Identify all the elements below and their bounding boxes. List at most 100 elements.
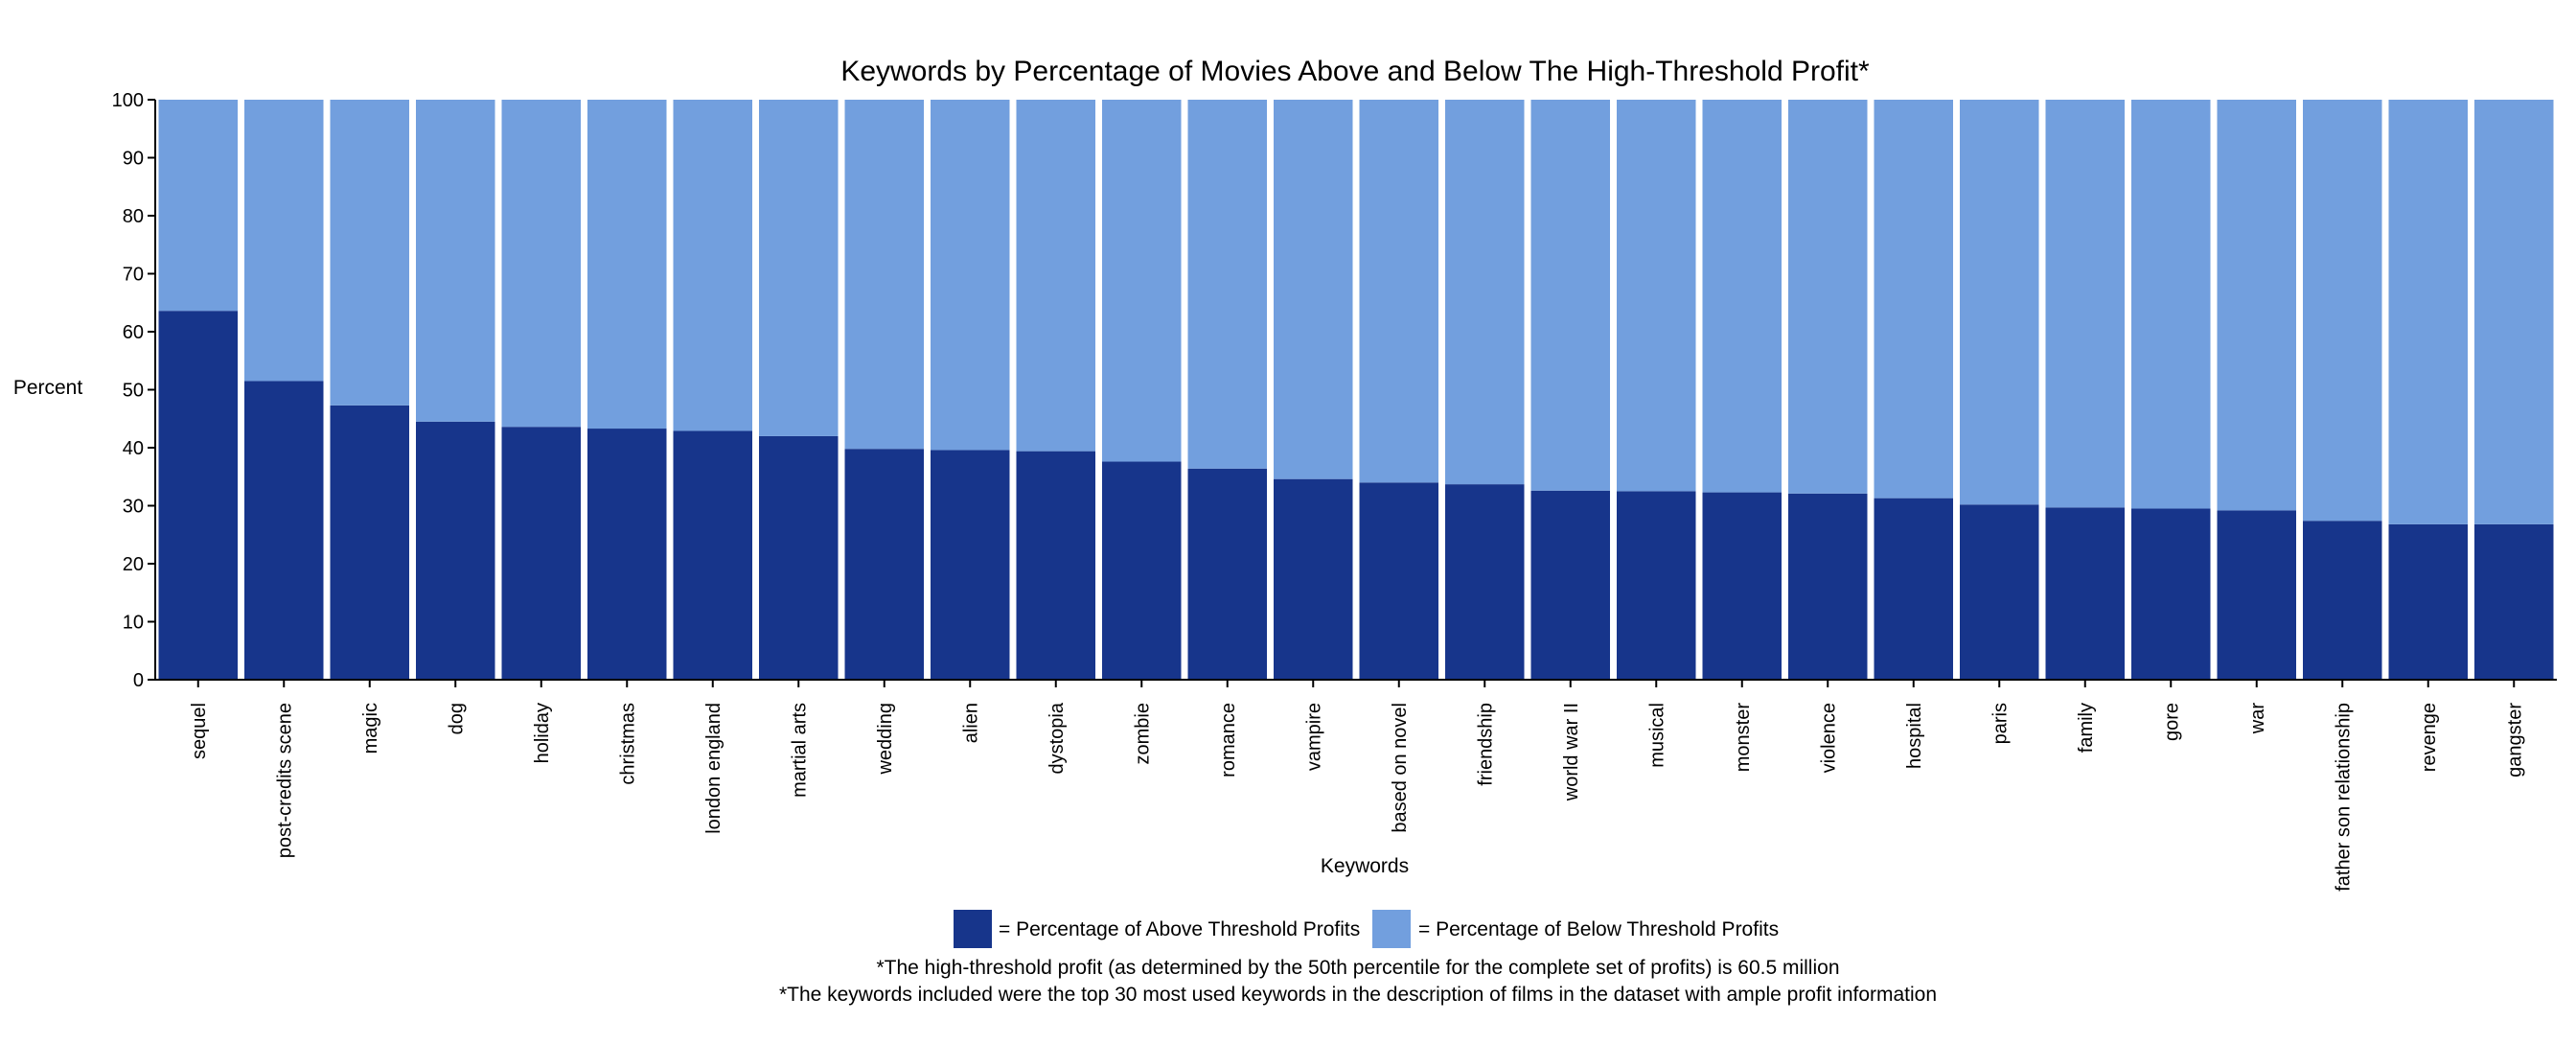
bar-above-19 — [1788, 493, 1868, 680]
y-tick-label-9: 90 — [123, 149, 144, 170]
x-tick-label-2: magic — [360, 703, 381, 754]
bar-below-1 — [244, 100, 324, 382]
bar-below-9 — [931, 100, 1010, 451]
bar-below-3 — [416, 100, 495, 422]
x-tick-label-3: dog — [446, 703, 467, 734]
bar-below-22 — [2045, 100, 2125, 508]
x-tick-label-7: martial arts — [789, 703, 810, 798]
x-tick-label-13: vampire — [1303, 703, 1324, 771]
x-tick-label-16: world war II — [1561, 703, 1582, 801]
x-tick-label-5: christmas — [617, 703, 638, 785]
y-tick-label-4: 40 — [123, 438, 144, 459]
x-axis: sequel post-credits scene magic dog holiday c… — [155, 679, 2557, 892]
bar-below-11 — [1102, 100, 1182, 462]
x-tick-label-26: revenge — [2419, 703, 2440, 772]
x-tick-label-10: dystopia — [1046, 702, 1068, 774]
bar-above-23 — [2131, 508, 2211, 680]
x-tick-label-1: post-credits scene — [274, 703, 295, 858]
bar-below-23 — [2131, 100, 2211, 509]
bar-above-18 — [1702, 492, 1782, 680]
bar-above-3 — [416, 421, 495, 680]
x-tick-label-0: sequel — [189, 703, 210, 759]
x-tick-label-4: holiday — [532, 703, 553, 763]
y-tick-label-0: 0 — [133, 670, 144, 691]
bar-below-10 — [1016, 100, 1095, 452]
x-tick-label-8: wedding — [875, 703, 896, 776]
x-tick-label-25: father son relationship — [2333, 703, 2354, 892]
y-tick-label-3: 30 — [123, 497, 144, 518]
bar-below-24 — [2217, 100, 2296, 511]
legend: = Percentage of Above Threshold Profits … — [954, 910, 1779, 948]
bar-above-26 — [2388, 523, 2468, 680]
bar-below-12 — [1187, 100, 1267, 469]
x-tick-label-15: friendship — [1475, 703, 1496, 786]
x-tick-label-22: family — [2076, 703, 2097, 753]
bar-above-24 — [2217, 510, 2296, 680]
bar-below-16 — [1530, 100, 1610, 491]
x-tick-label-14: based on novel — [1390, 703, 1411, 833]
bar-below-7 — [759, 100, 839, 436]
bar-below-20 — [1874, 100, 1953, 499]
x-tick-label-23: gore — [2161, 703, 2182, 741]
x-tick-label-18: monster — [1733, 703, 1754, 773]
footnote-threshold: *The high-threshold profit (as determine… — [876, 957, 1839, 979]
bar-below-5 — [587, 100, 667, 429]
bar-above-11 — [1102, 461, 1182, 680]
x-tick-label-19: violence — [1818, 703, 1839, 773]
x-tick-label-17: musical — [1646, 703, 1668, 768]
y-tick-label-1: 10 — [123, 613, 144, 634]
x-tick-label-12: romance — [1218, 703, 1239, 777]
bar-below-21 — [1960, 100, 2039, 505]
y-tick-label-6: 60 — [123, 322, 144, 343]
bar-above-10 — [1016, 451, 1095, 680]
x-tick-label-9: alien — [960, 703, 981, 743]
y-axis-title: Percent — [13, 377, 83, 399]
x-tick-label-20: hospital — [1904, 703, 1925, 769]
bar-above-2 — [330, 405, 409, 680]
bar-below-4 — [501, 100, 581, 428]
x-tick-label-21: paris — [1990, 703, 2011, 744]
bar-above-16 — [1530, 490, 1610, 680]
bar-below-8 — [844, 100, 924, 450]
bar-above-5 — [587, 429, 667, 680]
legend-swatch-below — [1372, 910, 1411, 948]
x-axis-title: Keywords — [1321, 855, 1409, 877]
bar-above-9 — [931, 450, 1010, 680]
bar-below-15 — [1445, 100, 1525, 485]
legend-label-above: = Percentage of Above Threshold Profits — [999, 918, 1360, 940]
y-tick-label-7: 70 — [123, 265, 144, 286]
bar-above-7 — [759, 435, 839, 680]
y-tick-label-5: 50 — [123, 381, 144, 402]
x-tick-label-6: london england — [703, 703, 724, 834]
footnote-keywords: *The keywords included were the top 30 m… — [779, 984, 1937, 1006]
bar-above-20 — [1874, 498, 1953, 680]
bar-below-14 — [1359, 100, 1438, 483]
y-tick-label-8: 80 — [123, 206, 144, 227]
bar-below-0 — [158, 100, 238, 312]
bar-above-1 — [244, 381, 324, 680]
bar-below-2 — [330, 100, 409, 406]
bar-below-25 — [2303, 100, 2382, 522]
legend-label-below: = Percentage of Below Threshold Profits — [1418, 918, 1779, 940]
bar-above-14 — [1359, 482, 1438, 680]
bar-below-26 — [2388, 100, 2468, 524]
bar-above-13 — [1274, 478, 1353, 680]
y-axis: 0 10 20 30 40 50 60 70 80 90 100 — [112, 90, 156, 691]
chart-title: Keywords by Percentage of Movies Above a… — [840, 56, 1870, 87]
bar-above-0 — [158, 311, 238, 680]
y-tick-label-10: 100 — [112, 90, 144, 111]
bar-below-18 — [1702, 100, 1782, 493]
bar-below-19 — [1788, 100, 1868, 494]
bar-below-27 — [2474, 100, 2554, 524]
bar-above-21 — [1960, 504, 2039, 680]
bar-above-27 — [2474, 523, 2554, 680]
legend-swatch-above — [954, 910, 992, 948]
bar-below-17 — [1617, 100, 1696, 492]
bar-below-6 — [673, 100, 752, 431]
bar-above-25 — [2303, 521, 2382, 680]
bar-above-4 — [501, 427, 581, 680]
bar-above-15 — [1445, 484, 1525, 680]
bar-below-13 — [1274, 100, 1353, 479]
